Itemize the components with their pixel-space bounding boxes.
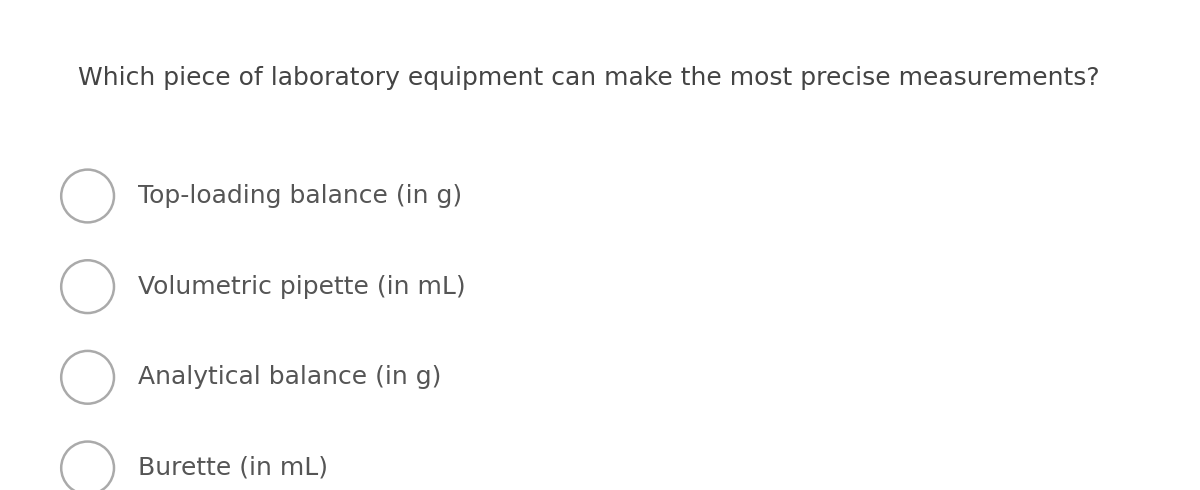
Text: Analytical balance (in g): Analytical balance (in g) xyxy=(138,366,442,389)
Text: Which piece of laboratory equipment can make the most precise measurements?: Which piece of laboratory equipment can … xyxy=(78,67,1099,90)
Text: Top-loading balance (in g): Top-loading balance (in g) xyxy=(138,184,462,208)
Text: Volumetric pipette (in mL): Volumetric pipette (in mL) xyxy=(138,275,466,298)
Text: Burette (in mL): Burette (in mL) xyxy=(138,456,328,480)
